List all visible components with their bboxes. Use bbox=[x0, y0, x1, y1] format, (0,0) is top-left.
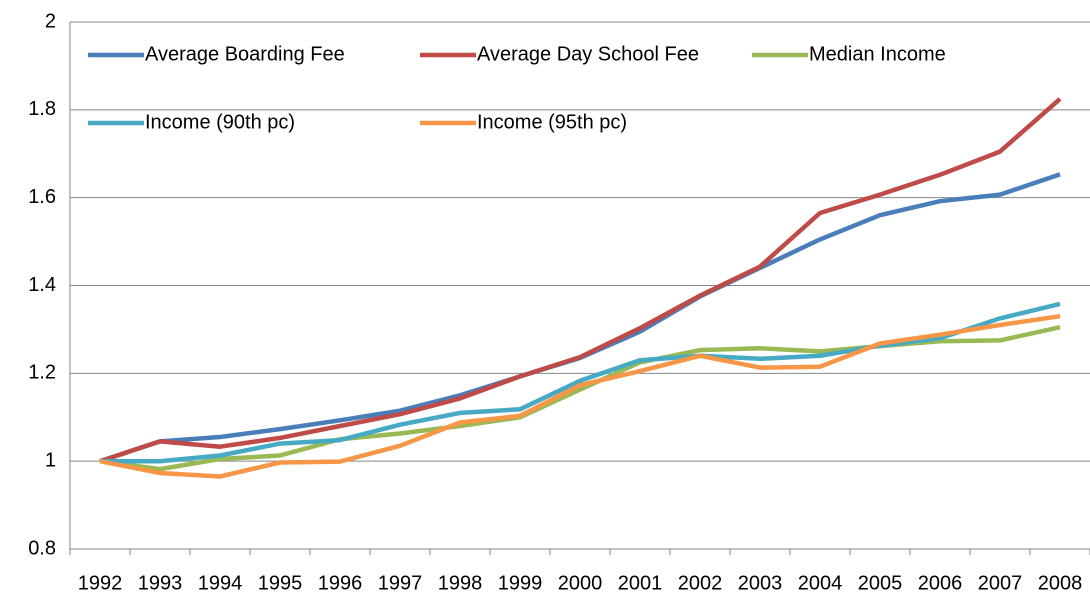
legend-label: Income (90th pc) bbox=[145, 111, 295, 133]
y-tick-label: 0.8 bbox=[28, 537, 56, 559]
x-tick-label: 2008 bbox=[1038, 572, 1083, 594]
x-tick-label: 1994 bbox=[198, 572, 243, 594]
x-tick-label: 1993 bbox=[138, 572, 183, 594]
series-line bbox=[99, 172, 1061, 464]
y-tick-label: 1 bbox=[45, 449, 56, 471]
x-tick-label: 2002 bbox=[678, 572, 723, 594]
x-tick-label: 1998 bbox=[438, 572, 483, 594]
legend-label: Median Income bbox=[809, 43, 946, 65]
x-tick-label: 1995 bbox=[258, 572, 303, 594]
series-line bbox=[99, 97, 1062, 464]
legend-label: Average Boarding Fee bbox=[145, 43, 345, 65]
x-tick-label: 2006 bbox=[918, 572, 963, 594]
x-tick-label: 2004 bbox=[798, 572, 843, 594]
x-tick-label: 2005 bbox=[858, 572, 903, 594]
x-tick-label: 1999 bbox=[498, 572, 543, 594]
x-tick-label: 1996 bbox=[318, 572, 363, 594]
legend-label: Average Day School Fee bbox=[477, 43, 699, 65]
series-line bbox=[99, 313, 1061, 479]
y-tick-label: 1.6 bbox=[28, 186, 56, 208]
series-line bbox=[100, 301, 1061, 464]
x-tick-label: 2000 bbox=[558, 572, 603, 594]
y-tick-label: 1.8 bbox=[28, 98, 56, 120]
y-tick-label: 1.2 bbox=[28, 362, 56, 384]
x-tick-label: 1992 bbox=[78, 572, 123, 594]
x-tick-label: 2001 bbox=[618, 572, 663, 594]
x-tick-label: 2007 bbox=[978, 572, 1023, 594]
series-line bbox=[99, 325, 1061, 472]
y-tick-label: 1.4 bbox=[28, 274, 56, 296]
x-tick-label: 1997 bbox=[378, 572, 423, 594]
legend-label: Income (95th pc) bbox=[477, 111, 627, 133]
y-tick-label: 2 bbox=[45, 10, 56, 32]
x-tick-label: 2003 bbox=[738, 572, 783, 594]
